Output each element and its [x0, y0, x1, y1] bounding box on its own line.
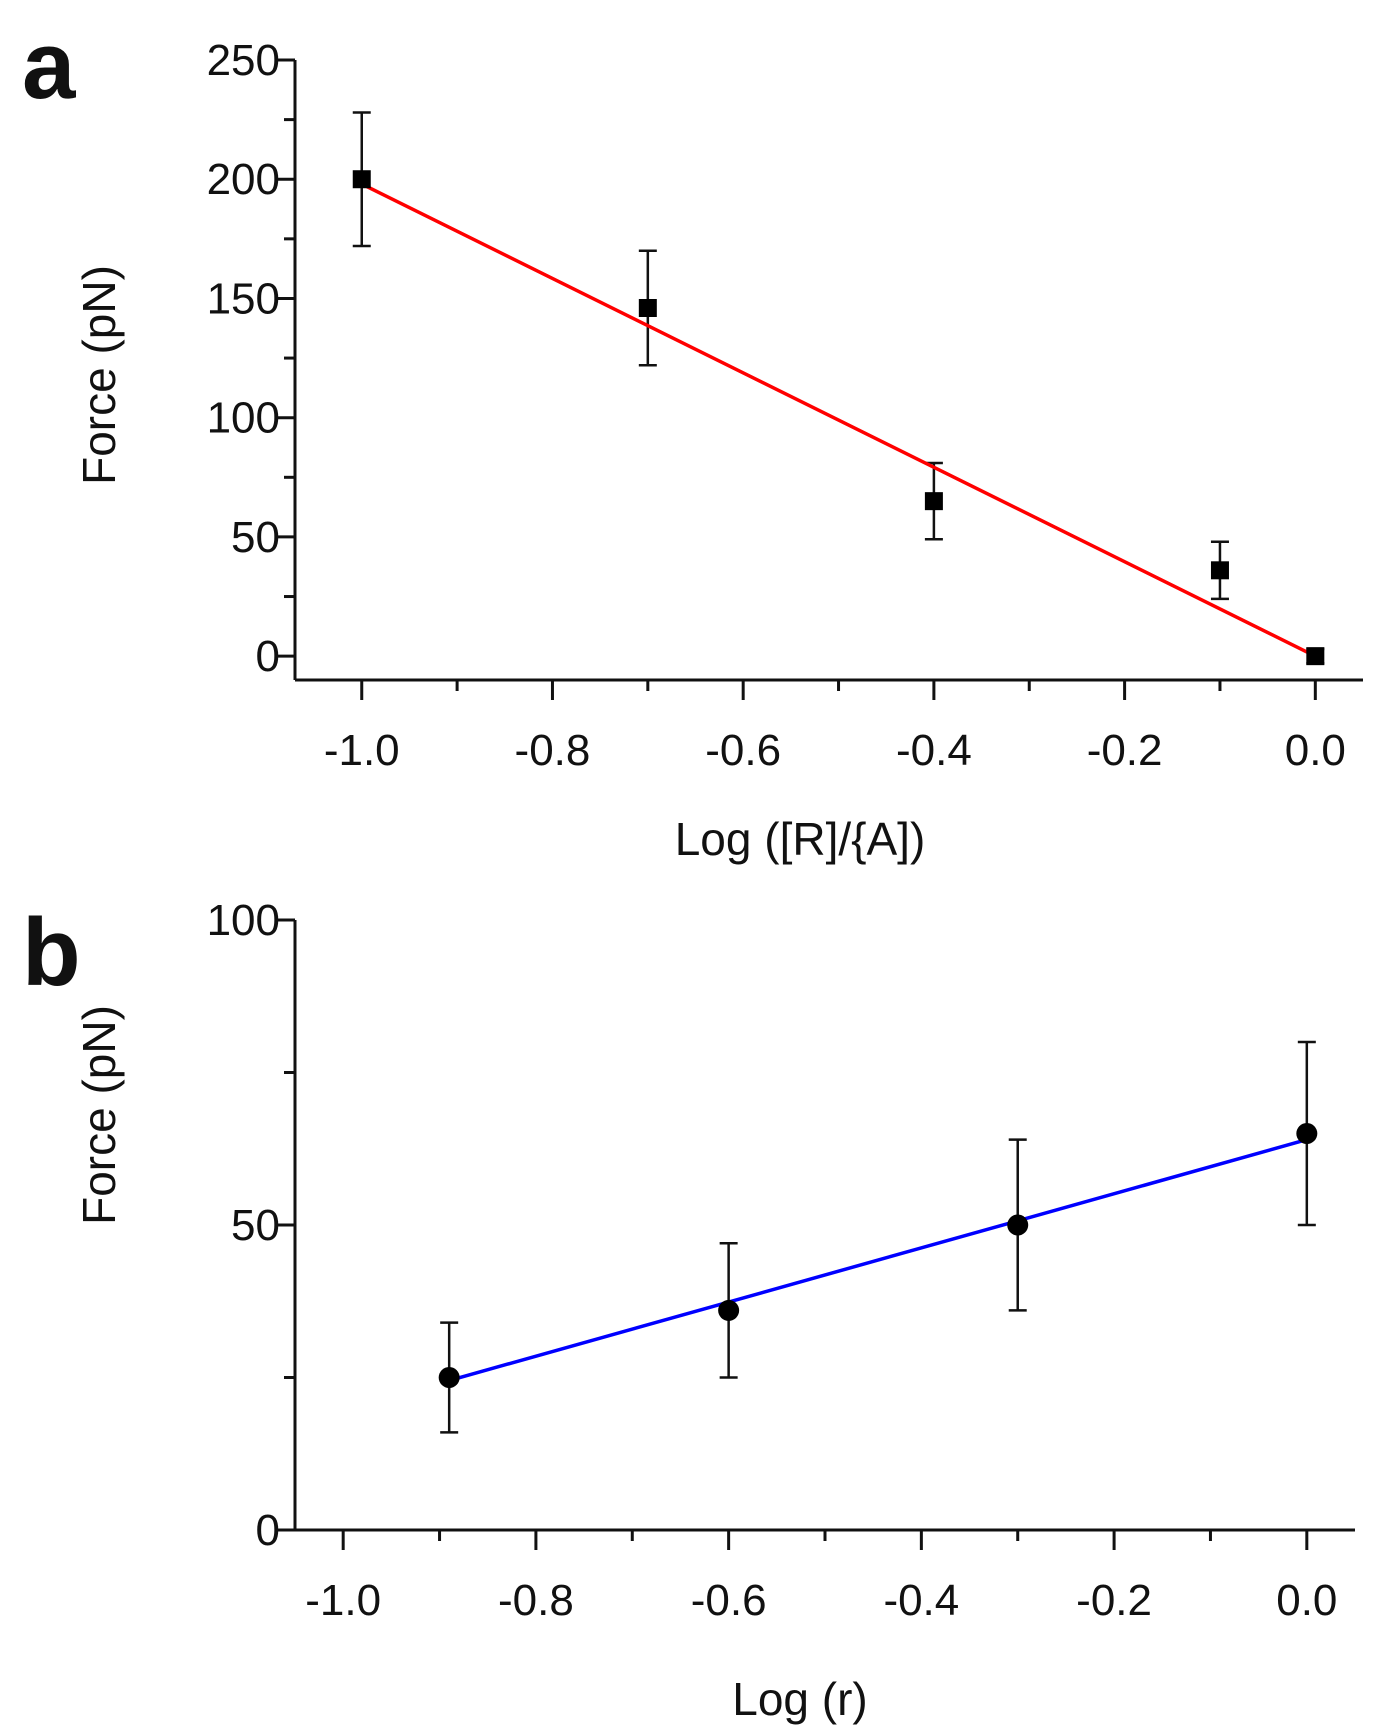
panel-a-x-tick-label: -0.8 — [515, 726, 591, 775]
panel-b-x-tick-label: -0.2 — [1076, 1576, 1152, 1625]
panel-b-data-point — [718, 1299, 740, 1321]
panel-b-letter: b — [22, 899, 81, 1006]
panel-b-data-point — [1007, 1214, 1029, 1236]
panel-a-x-tick-label: -0.6 — [705, 726, 781, 775]
panel-a-x-tick-label: -0.4 — [896, 726, 972, 775]
panel-a-y-tick-label: 200 — [207, 155, 280, 204]
panel-a-fit-line — [360, 182, 1317, 658]
panel-b-x-tick-label: 0.0 — [1276, 1576, 1337, 1625]
panel-b-x-tick-label: -0.4 — [883, 1576, 959, 1625]
panel-a-data-point — [924, 492, 943, 511]
panel-a-y-tick-label: 50 — [231, 513, 280, 562]
panel-b-data-point — [1296, 1123, 1318, 1144]
panel-b-x-tick-label: -1.0 — [305, 1576, 381, 1625]
panel-b-y-tick-label: 0 — [256, 1506, 280, 1555]
panel-a-x-tick-label: 0.0 — [1285, 726, 1346, 775]
panel-a-x-tick-label: -0.2 — [1087, 726, 1163, 775]
panel-a-y-tick-label: 150 — [207, 274, 280, 323]
panel-a-x-tick-label: -1.0 — [324, 726, 400, 775]
panel-b-fit-line — [448, 1137, 1308, 1383]
panel-b-x-axis-label: Log (r) — [732, 1673, 867, 1725]
panel-a-y-tick-label: 0 — [256, 632, 280, 681]
panel-b-x-tick-label: -0.6 — [691, 1576, 767, 1625]
panel-a-x-axis-label: Log ([R]/{A]) — [675, 813, 926, 865]
panel-a: a Log ([R]/{A]) Force (pN) 0 50 100 150 200 2… — [22, 12, 1363, 865]
panel-a-letter: a — [22, 12, 76, 119]
panel-b: b Log (r) Force (pN) 0 50 100 -1.0 -0.8 -0.6 -… — [22, 896, 1355, 1725]
panel-a-y-axis-label: Force (pN) — [73, 265, 125, 485]
panel-b-data-point — [438, 1367, 460, 1388]
panel-a-data-point — [1306, 647, 1325, 666]
panel-b-y-tick-label: 100 — [207, 896, 280, 945]
panel-a-y-tick-label: 100 — [207, 394, 280, 443]
panel-b-x-tick-label: -0.8 — [498, 1576, 574, 1625]
panel-b-y-axis-label: Force (pN) — [73, 1005, 125, 1225]
panel-a-y-tick-label: 250 — [207, 36, 280, 85]
panel-a-data-point — [1210, 561, 1229, 580]
panel-b-y-tick-label: 50 — [231, 1201, 280, 1250]
panel-a-data-point — [638, 299, 657, 317]
panel-a-data-point — [352, 170, 371, 189]
